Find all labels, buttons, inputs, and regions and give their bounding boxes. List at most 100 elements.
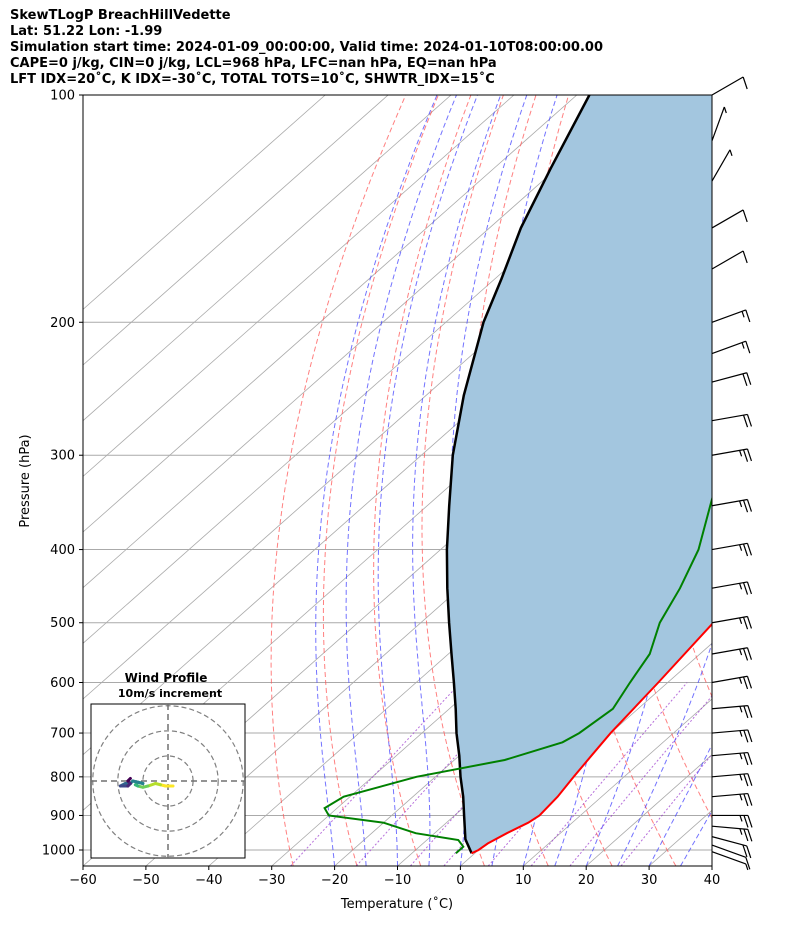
barb-half-flag — [739, 774, 743, 781]
barb-half-flag — [739, 677, 743, 684]
wind-barb — [711, 340, 751, 355]
barb-staff — [711, 647, 748, 655]
barb-staff — [711, 340, 747, 355]
barb-staff — [711, 751, 748, 757]
barb-staff — [711, 149, 731, 182]
barb-flag — [742, 582, 749, 595]
barb-half-flag — [739, 753, 743, 760]
barb-flag — [742, 76, 748, 90]
chart-header: SkewTLogP BreachHillVedette Lat: 51.22 L… — [10, 8, 603, 88]
barb-flag — [745, 341, 751, 354]
moist-adiabat-line — [412, 95, 502, 866]
barb-flag — [746, 543, 753, 556]
moist-adiabat-line — [450, 95, 528, 866]
barb-flag — [747, 773, 753, 786]
barb-staff — [711, 498, 748, 507]
barb-flag — [743, 815, 749, 828]
barb-flag — [743, 752, 749, 766]
barb-half-flag — [739, 706, 743, 713]
wind-barb — [711, 705, 753, 719]
barb-staff — [711, 729, 748, 734]
wind-barb — [711, 675, 753, 690]
barb-staff — [711, 209, 744, 229]
barb-staff — [711, 675, 748, 684]
barb-half-flag — [739, 794, 743, 801]
wind-barb — [711, 836, 752, 859]
barb-flag — [742, 414, 749, 428]
isotherm-line — [83, 95, 326, 310]
cape-cin-fill — [446, 95, 712, 854]
barb-half-flag — [741, 311, 745, 318]
chart-title: SkewTLogP BreachHillVedette — [10, 8, 231, 23]
barb-staff — [711, 372, 747, 383]
wind-barb — [711, 581, 753, 595]
barb-half-flag — [739, 544, 743, 551]
barb-flag — [742, 648, 749, 661]
y-tick-label: 300 — [50, 449, 75, 464]
barb-staff — [711, 309, 747, 323]
y-tick-label: 500 — [50, 616, 75, 631]
x-tick-label: −10 — [384, 873, 411, 888]
x-tick-label: 0 — [456, 873, 464, 888]
moist-adiabat-line — [711, 864, 712, 866]
parcel-path-line — [445, 95, 591, 854]
wind-barbs — [711, 76, 753, 871]
cin-area — [446, 95, 712, 854]
barb-staff — [711, 448, 748, 456]
mixing-ratio-line — [355, 682, 524, 866]
hodograph-subtitle: 10m/s increment — [118, 687, 222, 700]
barb-flag — [742, 676, 749, 690]
barb-staff — [711, 851, 747, 865]
hodograph-title: Wind Profile — [125, 671, 208, 685]
temperature-line — [471, 622, 712, 855]
barb-flag — [747, 705, 753, 718]
barb-flag — [743, 828, 749, 842]
barb-staff — [711, 250, 744, 270]
dry-adiabat-line — [718, 95, 794, 866]
x-tick-label: −20 — [321, 873, 348, 888]
barb-flag — [743, 705, 749, 719]
barb-flag — [746, 499, 753, 512]
wind-barb — [711, 250, 748, 270]
x-tick-label: 40 — [704, 873, 721, 888]
barb-half-flag — [739, 815, 743, 822]
wind-barb — [711, 751, 753, 766]
barb-flag — [746, 676, 753, 689]
barb-staff — [711, 825, 748, 830]
y-tick-label: 800 — [50, 770, 75, 785]
y-tick-label: 400 — [50, 543, 75, 558]
barb-flag — [743, 730, 749, 743]
isotherm-line — [83, 95, 389, 366]
isotherm-line — [83, 95, 640, 589]
hodograph-plot — [91, 704, 245, 858]
barb-flag — [742, 616, 749, 630]
barb-flag — [745, 309, 751, 323]
wind-barb — [711, 372, 752, 386]
barb-flag — [747, 729, 753, 743]
barb-flag — [742, 449, 749, 462]
dry-adiabat-line — [755, 95, 794, 866]
wind-barb — [711, 76, 748, 96]
barb-staff — [711, 705, 748, 710]
barb-half-flag — [739, 828, 743, 835]
barb-flag — [746, 414, 753, 427]
barb-half-flag — [739, 617, 743, 625]
barb-half-flag — [741, 342, 745, 349]
barb-staff — [711, 581, 748, 589]
mixing-ratio-line — [290, 682, 461, 866]
barb-flag — [743, 773, 749, 787]
barb-flag — [742, 250, 748, 264]
barb-flag — [747, 752, 753, 765]
x-tick-label: −40 — [195, 873, 222, 888]
y-axis-label: Pressure (hPa) — [18, 434, 33, 527]
barb-staff — [711, 836, 747, 847]
indices-text: LFT IDX=20˚C, K IDX=-30˚C, TOTAL TOTS=10… — [10, 72, 495, 87]
barb-flag — [746, 616, 753, 629]
wind-barb — [711, 825, 753, 842]
wind-barb — [711, 149, 733, 182]
barb-half-flag — [745, 863, 749, 871]
barb-flag — [743, 793, 749, 807]
barb-staff — [711, 106, 725, 142]
wind-barb — [712, 814, 753, 828]
